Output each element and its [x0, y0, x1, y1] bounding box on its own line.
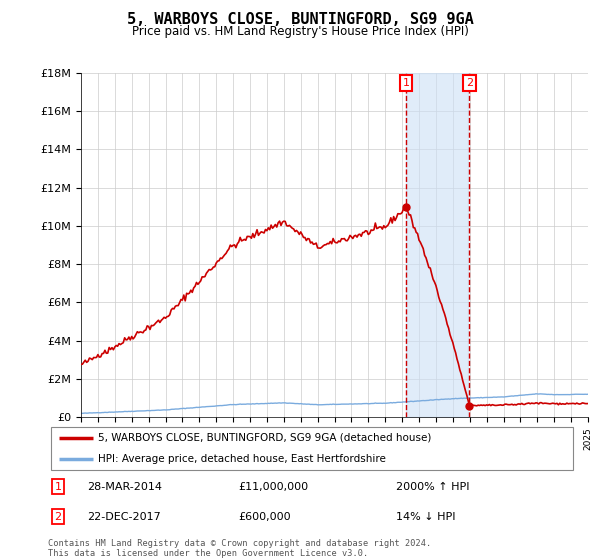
Text: Contains HM Land Registry data © Crown copyright and database right 2024.
This d: Contains HM Land Registry data © Crown c…: [48, 539, 431, 558]
Text: 22-DEC-2017: 22-DEC-2017: [88, 512, 161, 521]
Text: 2000% ↑ HPI: 2000% ↑ HPI: [397, 482, 470, 492]
Text: £11,000,000: £11,000,000: [238, 482, 308, 492]
Text: £600,000: £600,000: [238, 512, 291, 521]
Text: 5, WARBOYS CLOSE, BUNTINGFORD, SG9 9GA (detached house): 5, WARBOYS CLOSE, BUNTINGFORD, SG9 9GA (…: [98, 433, 431, 443]
Text: Price paid vs. HM Land Registry's House Price Index (HPI): Price paid vs. HM Land Registry's House …: [131, 25, 469, 38]
Point: [401, 202, 411, 211]
Text: 2: 2: [55, 512, 61, 521]
Text: 1: 1: [403, 78, 409, 88]
Text: 5, WARBOYS CLOSE, BUNTINGFORD, SG9 9GA: 5, WARBOYS CLOSE, BUNTINGFORD, SG9 9GA: [127, 12, 473, 27]
Text: HPI: Average price, detached house, East Hertfordshire: HPI: Average price, detached house, East…: [98, 454, 386, 464]
Point: [464, 401, 474, 410]
Text: 1: 1: [55, 482, 61, 492]
FancyBboxPatch shape: [50, 427, 574, 470]
Text: 2: 2: [466, 78, 473, 88]
Text: 28-MAR-2014: 28-MAR-2014: [88, 482, 163, 492]
Text: 14% ↓ HPI: 14% ↓ HPI: [397, 512, 456, 521]
